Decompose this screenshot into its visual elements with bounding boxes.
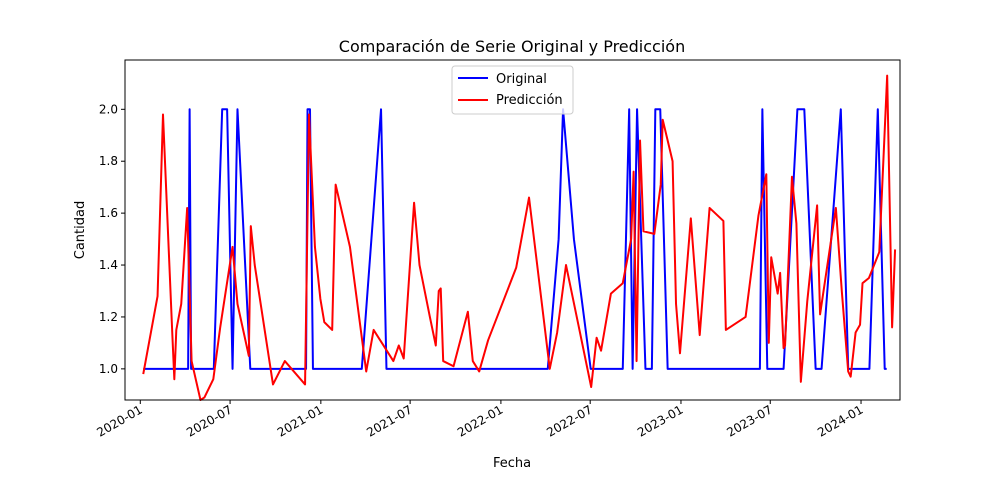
y-tick-label: 1.0 [99, 362, 118, 376]
x-axis-label: Fecha [493, 456, 531, 471]
y-tick-label: 1.4 [99, 258, 118, 272]
plot-frame [124, 59, 901, 401]
legend: Original Predicción [451, 65, 574, 115]
series-line-prediccion [142, 74, 897, 401]
chart-title: Comparación de Serie Original y Predicci… [339, 37, 685, 56]
y-tick-label: 1.8 [99, 154, 118, 168]
legend-label-original: Original [496, 72, 547, 87]
y-tick-label: 1.2 [99, 310, 118, 324]
plot-area [142, 74, 897, 401]
y-tick-label: 1.6 [99, 206, 118, 220]
y-tick-label: 2.0 [99, 102, 118, 116]
y-axis: 1.0 1.2 1.4 1.6 1.8 2.0 [99, 102, 125, 376]
legend-label-prediccion: Predicción [496, 93, 563, 108]
series-line-original [143, 108, 887, 370]
y-axis-label: Cantidad [73, 201, 88, 259]
